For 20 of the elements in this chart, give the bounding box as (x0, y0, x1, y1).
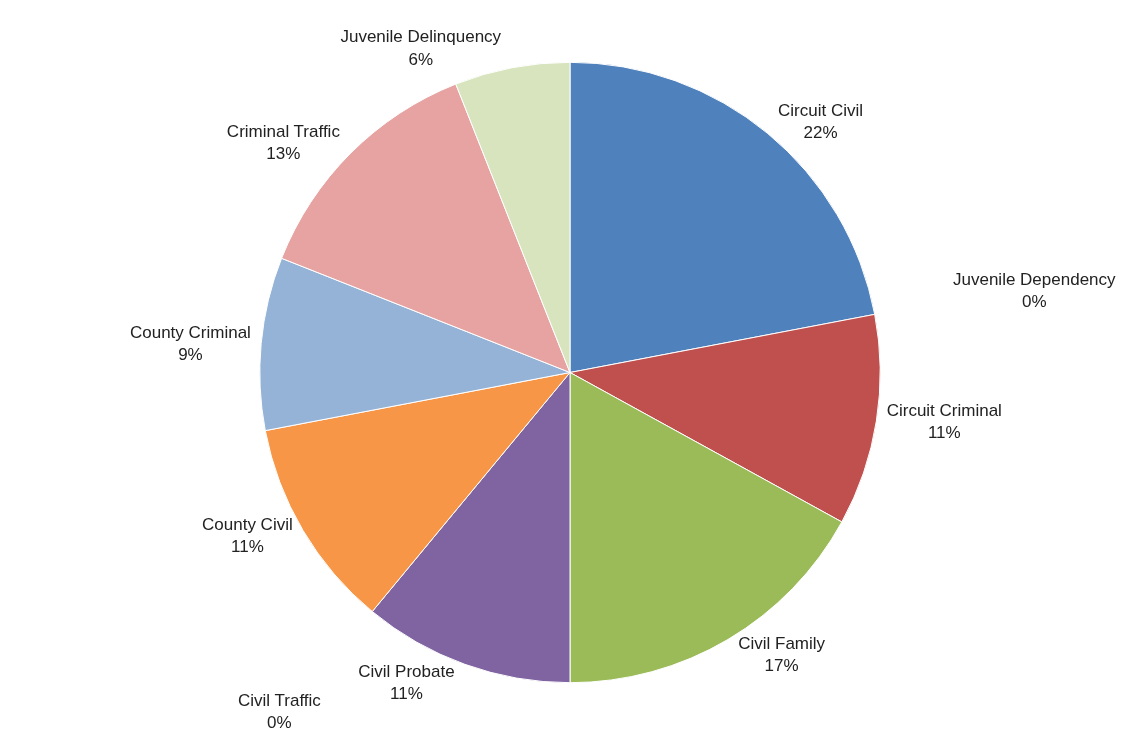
data-label: 11% (927, 423, 961, 443)
category-label: Civil Traffic (238, 691, 321, 710)
data-label: 17% (764, 656, 799, 676)
slice-label: Circuit Civil (778, 100, 863, 120)
slice-label: Juvenile Delinquency (340, 27, 502, 47)
slice-label: County Criminal (129, 322, 251, 342)
data-label: 11% (230, 537, 264, 557)
data-label: 9% (178, 344, 203, 364)
data-label: 6% (408, 49, 434, 69)
slice-label: Civil Family (738, 634, 826, 654)
text: 0% (1021, 292, 1047, 312)
text: 0% (267, 713, 292, 733)
slice-label: County Civil (202, 515, 293, 535)
slice-label: Circuit Criminal (886, 400, 1002, 420)
data-label: 11% (390, 684, 423, 704)
data-label: 22% (803, 122, 838, 142)
slice-label: Civil Probate (358, 662, 455, 681)
data-label: 13% (266, 144, 301, 164)
slice-label: Criminal Traffic (226, 122, 341, 142)
category-label: Juvenile Dependency (953, 270, 1116, 289)
